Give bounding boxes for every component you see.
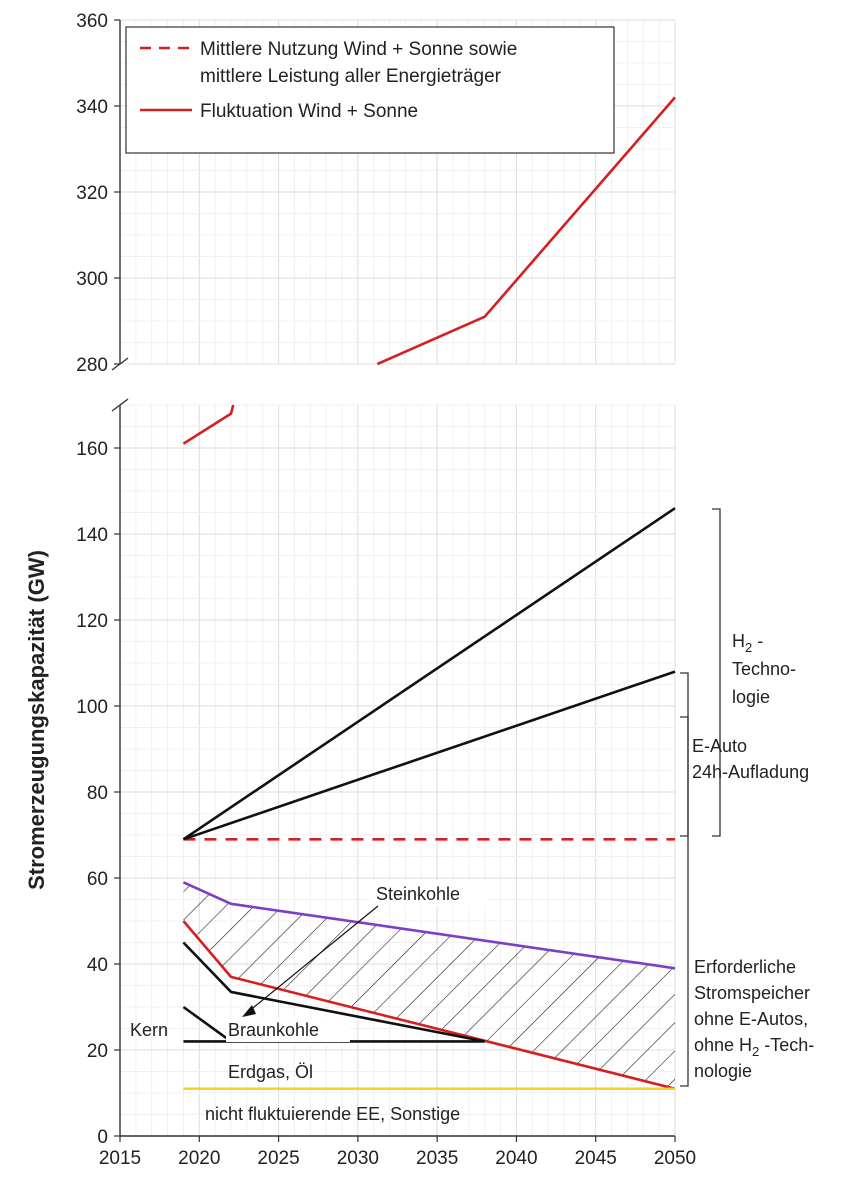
kern-label: Kern — [130, 1020, 168, 1040]
x-tick-label: 2015 — [99, 1148, 141, 1169]
storage-label-3: ohne E-Autos, — [694, 1009, 808, 1029]
y-tick-label: 60 — [87, 869, 108, 890]
y-tick-label: 360 — [76, 11, 108, 32]
nicht-fluktuierende-label: nicht fluktuierende EE, Sonstige — [205, 1104, 460, 1124]
y-tick-label: 80 — [87, 783, 108, 804]
x-tick-label: 2025 — [257, 1148, 299, 1169]
x-tick-label: 2040 — [495, 1148, 537, 1169]
eauto-label-1: E-Auto — [692, 736, 747, 756]
y-tick-label: 340 — [76, 97, 108, 118]
series-line-7 — [182, 1005, 232, 1043]
legend-label-1a: Mittlere Nutzung Wind + Sonne sowie — [200, 39, 517, 60]
legend-label-1b: mittlere Leistung aller Energieträger — [200, 66, 502, 87]
series-line-3 — [183, 670, 676, 841]
h2-bracket — [712, 508, 721, 837]
legend-box — [125, 26, 615, 154]
series-line-6 — [182, 941, 485, 1043]
braunkohle-label: Braunkohle — [228, 1020, 319, 1040]
steinkohle-pointer — [247, 905, 379, 1013]
y-tick-label: 300 — [76, 269, 108, 290]
y-tick-label: 160 — [76, 439, 108, 460]
y-axis-title: Stromerzeugungskapazität (GW) — [24, 550, 49, 890]
erdgas-label: Erdgas, Öl — [228, 1062, 313, 1082]
y-tick-label: 20 — [87, 1041, 108, 1062]
steinkohle-arrowhead — [242, 1005, 256, 1017]
series-line-0 — [376, 96, 676, 366]
storage-bracket — [680, 716, 689, 1087]
x-tick-label: 2045 — [575, 1148, 617, 1169]
y-tick-label: 40 — [87, 955, 108, 976]
storage-label-5: nologie — [694, 1061, 752, 1081]
series-line-0 — [182, 404, 235, 445]
legend: Mittlere Nutzung Wind + Sonne sowie mitt… — [125, 26, 615, 154]
x-tick-label: 2030 — [337, 1148, 379, 1169]
x-tick-label: 2050 — [654, 1148, 696, 1169]
annotations: H2 - Techno- logie E-Auto 24h-Aufladung … — [130, 508, 814, 1124]
y-tick-label: 0 — [97, 1127, 108, 1148]
storage-hatch-fill — [183, 882, 675, 1089]
h2-label: H2 - — [732, 631, 763, 655]
steinkohle-label: Steinkohle — [376, 884, 460, 904]
braunkohle-label-bg — [226, 1018, 350, 1042]
y-tick-label: 320 — [76, 183, 108, 204]
h2-label-3: logie — [732, 687, 770, 707]
storage-hatch-area — [183, 882, 675, 1089]
eauto-label-2: 24h-Aufladung — [692, 762, 809, 782]
storage-label-2: Stromspeicher — [694, 983, 810, 1003]
series-line-5 — [182, 920, 676, 1090]
y-tick-label: 100 — [76, 697, 108, 718]
tick-labels: 2015 2020 2025 2030 2035 2040 2045 205002040608… — [76, 11, 696, 1169]
y-tick-label: 120 — [76, 611, 108, 632]
eauto-bracket — [680, 672, 689, 837]
series-line-4 — [182, 881, 676, 970]
h2-label-2: Techno- — [732, 659, 796, 679]
x-tick-label: 2020 — [178, 1148, 220, 1169]
steinkohle-label-bg — [370, 880, 488, 906]
y-tick-label: 140 — [76, 525, 108, 546]
storage-label-1: Erforderliche — [694, 957, 796, 977]
y-tick-label: 280 — [76, 355, 108, 376]
storage-label-4: ohne H2 -Tech- — [694, 1035, 814, 1059]
axis-break-mark-lower — [111, 398, 129, 412]
legend-label-2: Fluktuation Wind + Sonne — [200, 101, 418, 122]
x-tick-label: 2035 — [416, 1148, 458, 1169]
series-line-2 — [182, 507, 676, 841]
